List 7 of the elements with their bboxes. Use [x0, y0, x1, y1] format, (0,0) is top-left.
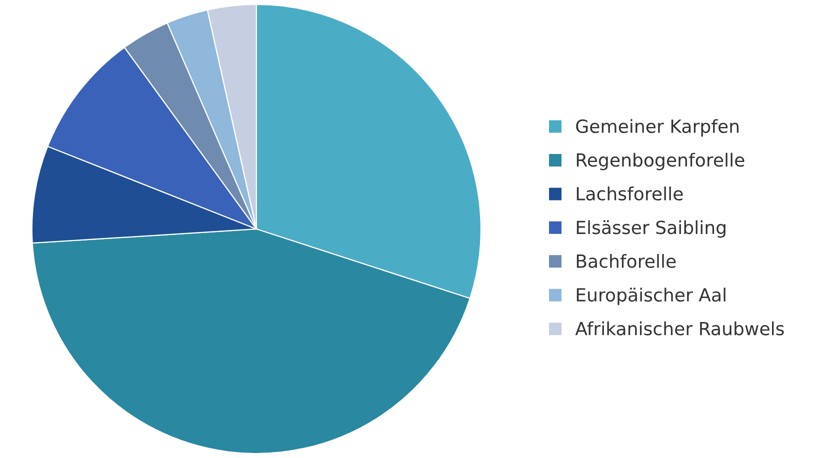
legend-label: Europäischer Aal [576, 288, 726, 306]
legend-label: Lachsforelle [576, 186, 683, 201]
legend-label: Bachforelle [576, 254, 676, 268]
legend-label: Regenbogenforelle [576, 152, 744, 170]
legend-label: Elsässer Saibling [576, 220, 726, 238]
legend-label: Gemeiner Karpfen [576, 119, 738, 137]
legend-label: Afrikanischer Raubwels [575, 321, 784, 336]
